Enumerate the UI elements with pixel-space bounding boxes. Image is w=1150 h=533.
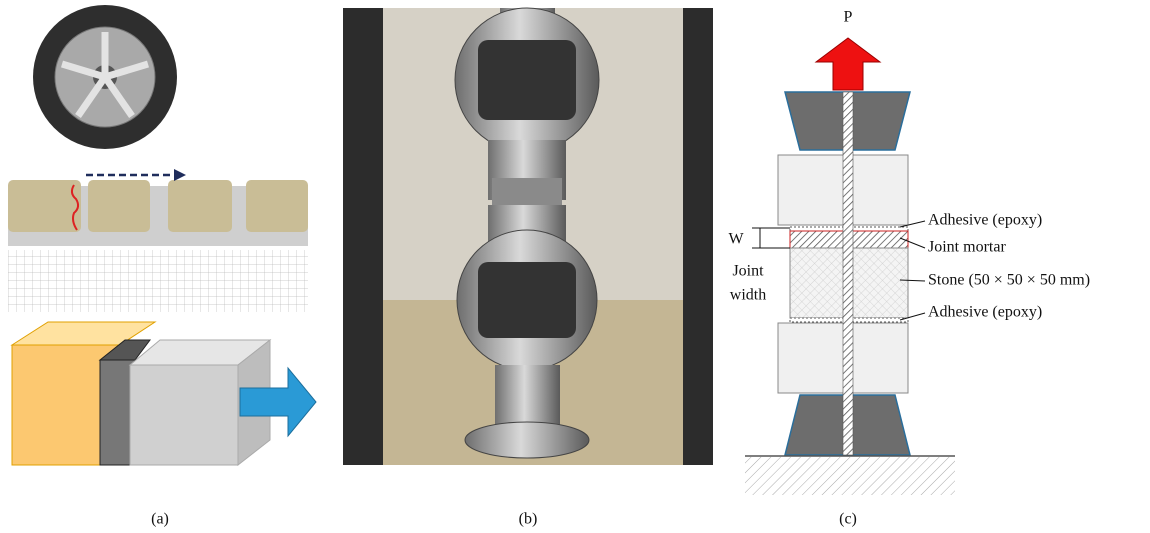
load-label: P bbox=[844, 9, 853, 26]
frame-left bbox=[343, 8, 383, 465]
paver bbox=[88, 180, 150, 232]
panel-a bbox=[8, 5, 316, 465]
label: Adhesive (epoxy) bbox=[928, 212, 1042, 229]
sub-base bbox=[8, 250, 308, 312]
block2-front bbox=[130, 365, 238, 465]
panel-c: P Adhesive (epoxy) Joint mortar Stone (5… bbox=[728, 9, 1090, 495]
label: Adhesive (epoxy) bbox=[928, 304, 1042, 321]
paver bbox=[8, 180, 81, 232]
load-arrow bbox=[816, 38, 880, 90]
label: Joint mortar bbox=[928, 239, 1006, 256]
ground bbox=[745, 457, 955, 495]
specimen bbox=[492, 178, 562, 208]
paver bbox=[246, 180, 308, 232]
w-label: W bbox=[728, 231, 744, 248]
joint-width-label: width bbox=[730, 287, 766, 304]
label: Stone (50 × 50 × 50 mm) bbox=[928, 272, 1090, 289]
caption: (b) bbox=[519, 511, 538, 528]
grip-slot bbox=[478, 262, 576, 338]
caption: (c) bbox=[839, 511, 857, 528]
panel-b bbox=[343, 8, 713, 465]
rod bbox=[843, 92, 853, 455]
frame-right bbox=[683, 8, 713, 465]
paver bbox=[168, 180, 232, 232]
caption: (a) bbox=[151, 511, 169, 528]
base-flange bbox=[465, 422, 589, 458]
arrow-head bbox=[174, 169, 186, 181]
joint-width-label: Joint bbox=[732, 263, 764, 280]
grip-slot bbox=[478, 40, 576, 120]
figure: P Adhesive (epoxy) Joint mortar Stone (5… bbox=[0, 0, 1150, 533]
